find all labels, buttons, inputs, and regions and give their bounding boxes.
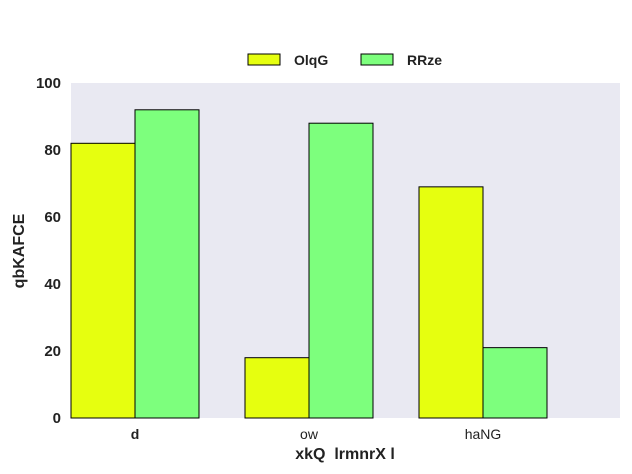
x-axis-label: xkQ lrmnrX l [295, 446, 395, 463]
y-tick-label: 80 [44, 142, 61, 159]
bar-RRze-d [134, 109, 200, 419]
x-tick-label: haNG [465, 426, 502, 442]
x-tick-label: d [131, 426, 140, 442]
legend-label: RRze [407, 52, 442, 68]
y-axis-ticks: 0 20 40 60 80 100 [36, 75, 61, 427]
y-tick-label: 60 [44, 209, 61, 226]
legend-label: OlqG [294, 52, 328, 68]
y-tick-label: 100 [36, 75, 61, 92]
legend: OlqG RRze [247, 52, 442, 68]
bar-OlqG-ow [244, 357, 310, 419]
bar-OlqG-haNG [418, 186, 484, 419]
y-axis-label: qbKAFCE [11, 213, 28, 288]
x-axis-ticks: d ow haNG [131, 426, 502, 442]
bar-RRze-ow [308, 122, 374, 419]
legend-swatch [247, 53, 281, 66]
y-tick-label: 20 [44, 343, 61, 360]
x-tick-label: ow [300, 426, 319, 442]
legend-swatch [360, 53, 394, 66]
bar-RRze-haNG [482, 347, 548, 419]
bars-layer [70, 109, 548, 419]
y-tick-label: 0 [53, 410, 61, 427]
bar-OlqG-d [70, 142, 136, 419]
y-tick-label: 40 [44, 276, 61, 293]
